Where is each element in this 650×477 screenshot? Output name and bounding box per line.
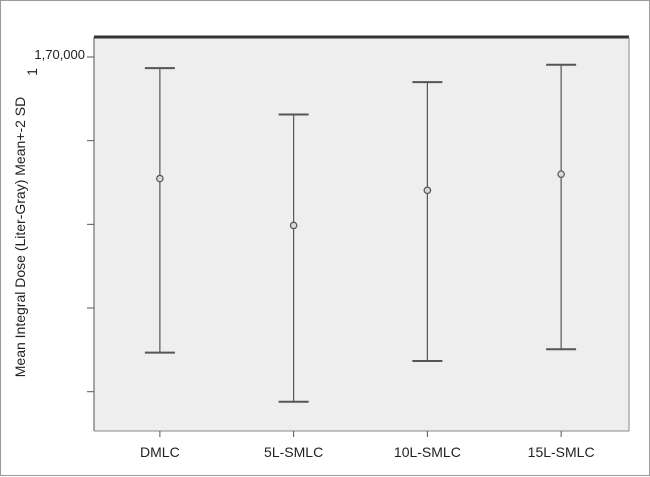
y-axis-title: Mean Integral Dose (Liter-Gray) Mean+-2 … — [12, 97, 28, 378]
x-axis-labels: DMLC 5L-SMLC 10L-SMLC 15L-SMLC — [140, 431, 595, 460]
mean-marker-0 — [156, 174, 164, 183]
error-bars — [144, 63, 577, 403]
mean-marker-1 — [289, 221, 298, 230]
x-label-3: 15L-SMLC — [528, 444, 595, 460]
x-label-1: 5L-SMLC — [264, 444, 323, 460]
y-top-tick-label: 1,70,000 — [34, 47, 85, 62]
mean-marker-2 — [423, 186, 432, 195]
plot-area — [94, 37, 629, 431]
x-label-0: DMLC — [140, 444, 180, 460]
y-axis-title-suffix: 1 — [24, 68, 40, 76]
mean-marker-3 — [557, 170, 565, 178]
x-label-2: 10L-SMLC — [394, 444, 461, 460]
y-axis-ticks — [87, 56, 94, 393]
